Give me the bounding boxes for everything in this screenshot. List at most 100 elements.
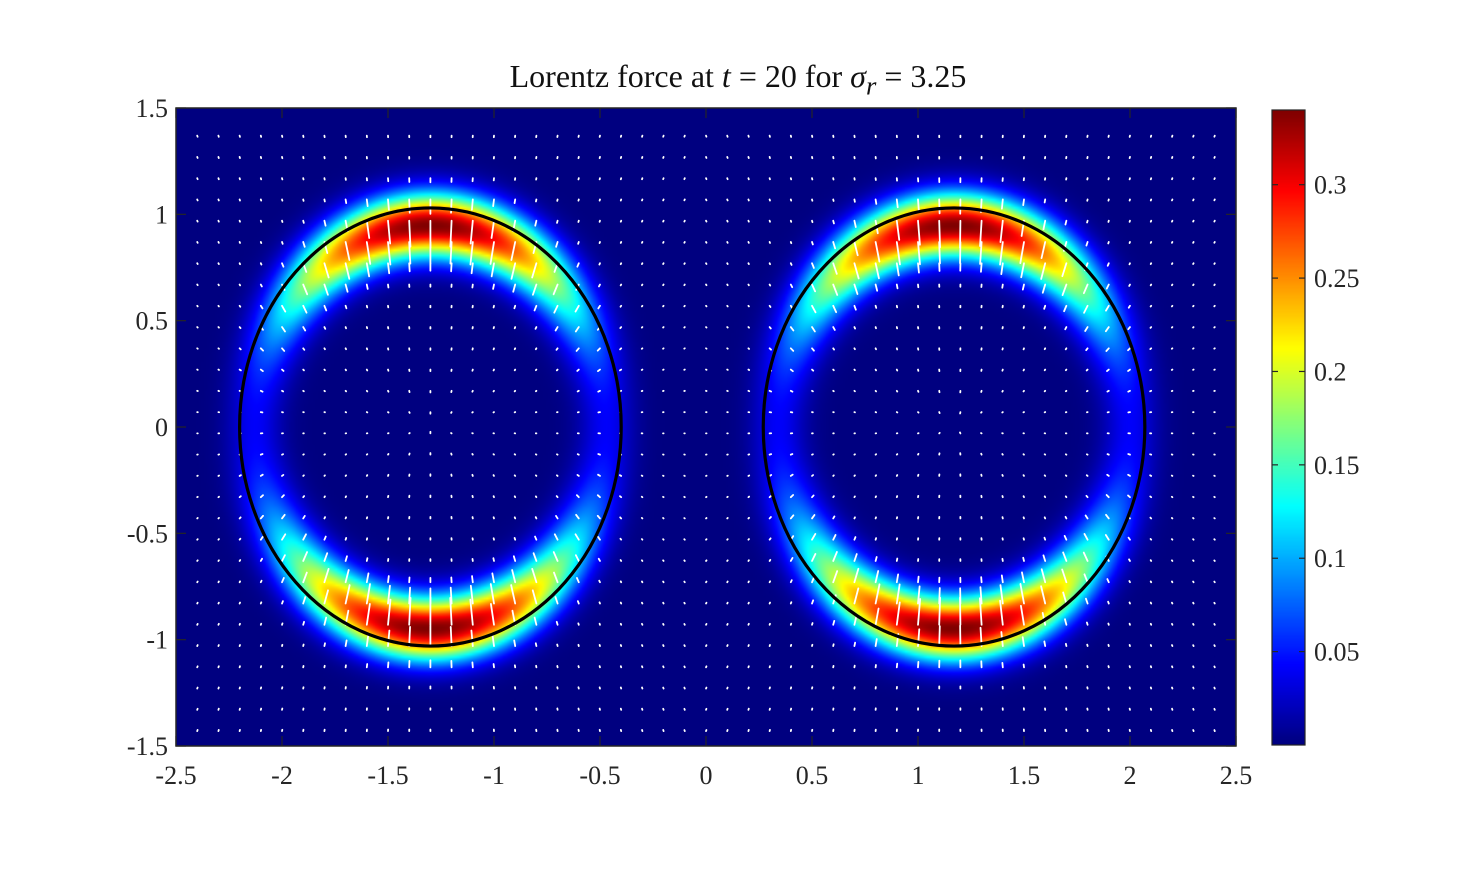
quiver-arrow [853,474,856,477]
quiver-arrow [259,494,264,499]
quiver-arrow [323,516,327,520]
quiver-arrow [1064,515,1068,520]
quiver-arrow [832,304,838,314]
quiver-arrow [1020,262,1025,279]
quiver-arrow [1083,533,1089,541]
quiver-arrow [853,641,857,647]
quiver-arrow [1213,304,1216,308]
quiver-arrow [281,577,285,584]
quiver-arrow [470,262,474,275]
quiver-arrow [532,552,538,562]
quiver-arrow [683,262,686,265]
quiver-arrow [1064,474,1068,477]
quiver-arrow [747,538,750,541]
quiver-arrow [387,584,391,605]
quiver-arrow [196,283,199,287]
quiver-arrow [768,580,772,584]
y-tick-label: 1.5 [136,94,169,123]
quiver-arrow [344,262,351,280]
quiver-arrow [1063,304,1068,313]
quiver-arrow [281,262,285,268]
quiver-arrow [853,262,860,280]
y-tick-label: 0.5 [136,307,169,336]
quiver-arrow [811,533,817,541]
quiver-arrow [1041,283,1047,294]
quiver-arrow [705,262,708,265]
quiver-arrow [1062,591,1068,605]
quiver-arrow [1170,538,1174,541]
quiver-arrow [1105,347,1110,352]
quiver-arrow [874,556,878,562]
quiver-arrow [1043,368,1047,372]
quiver-arrow [853,304,857,311]
quiver-arrow [553,533,559,541]
quiver-arrow [408,219,412,248]
quiver-arrow [238,474,242,477]
quiver-arrow [574,326,580,333]
quiver-arrow [619,283,623,287]
quiver-arrow [683,304,686,308]
quiver-arrow [365,583,371,605]
quiver-arrow [832,219,835,225]
quiver-arrow [302,596,307,605]
quiver-arrow [511,569,517,584]
quiver-arrow [1061,262,1068,278]
quiver-arrow [1127,494,1131,499]
quiver-arrow [1062,551,1068,562]
quiver-arrow [534,495,538,499]
quiver-arrow [449,586,453,605]
quiver-arrow [874,389,878,393]
quiver-arrow [1043,304,1047,310]
quiver-arrow [217,326,220,329]
quiver-arrow [259,536,264,541]
quiver-arrow [217,283,220,287]
quiver-arrow [574,554,580,562]
quiver-arrow [1104,534,1110,541]
quiver-arrow [555,347,559,351]
quiver-arrow [302,533,307,541]
quiver-arrow [832,551,838,562]
quiver-arrow [1064,347,1068,351]
quiver-arrow [853,567,860,584]
quiver-arrow [449,219,453,248]
quiver-arrow [789,494,795,499]
quiver-layer [196,134,1216,733]
quiver-arrow [1040,585,1047,605]
quiver-arrow [575,513,580,520]
quiver-arrow [513,474,517,477]
quiver-arrow [531,262,538,279]
y-tick-label: 1 [155,200,168,229]
quiver-arrow [1192,283,1195,287]
quiver-arrow [832,570,839,584]
quiver-arrow [534,347,538,351]
quiver-arrow [238,559,242,562]
quiver-arrow [490,603,495,626]
quiver-arrow [513,198,517,204]
quiver-arrow [513,537,517,541]
quiver-arrow [281,347,286,352]
quiver-arrow [408,597,412,626]
quiver-arrow [344,198,348,204]
quiver-arrow [491,572,495,584]
quiver-arrow [1213,283,1216,287]
quiver-arrow [1149,474,1153,477]
quiver-arrow [471,575,474,584]
quiver-arrow [917,241,921,266]
quiver-arrow [387,575,390,584]
quiver-arrow [323,262,330,279]
quiver-arrow [705,580,708,584]
quiver-arrow [726,283,729,287]
quiver-arrow [238,495,242,499]
quiver-arrow [853,516,856,520]
quiver-arrow [917,219,921,246]
quiver-arrow [917,575,920,584]
quiver-arrow [217,304,220,308]
quiver-arrow [1127,536,1131,541]
ellipse-layer [237,206,1147,648]
quiver-arrow [640,559,644,562]
quiver-arrow [1170,283,1174,287]
quiver-arrow [619,580,623,584]
quiver-arrow [555,495,559,499]
quiver-arrow [281,368,285,372]
